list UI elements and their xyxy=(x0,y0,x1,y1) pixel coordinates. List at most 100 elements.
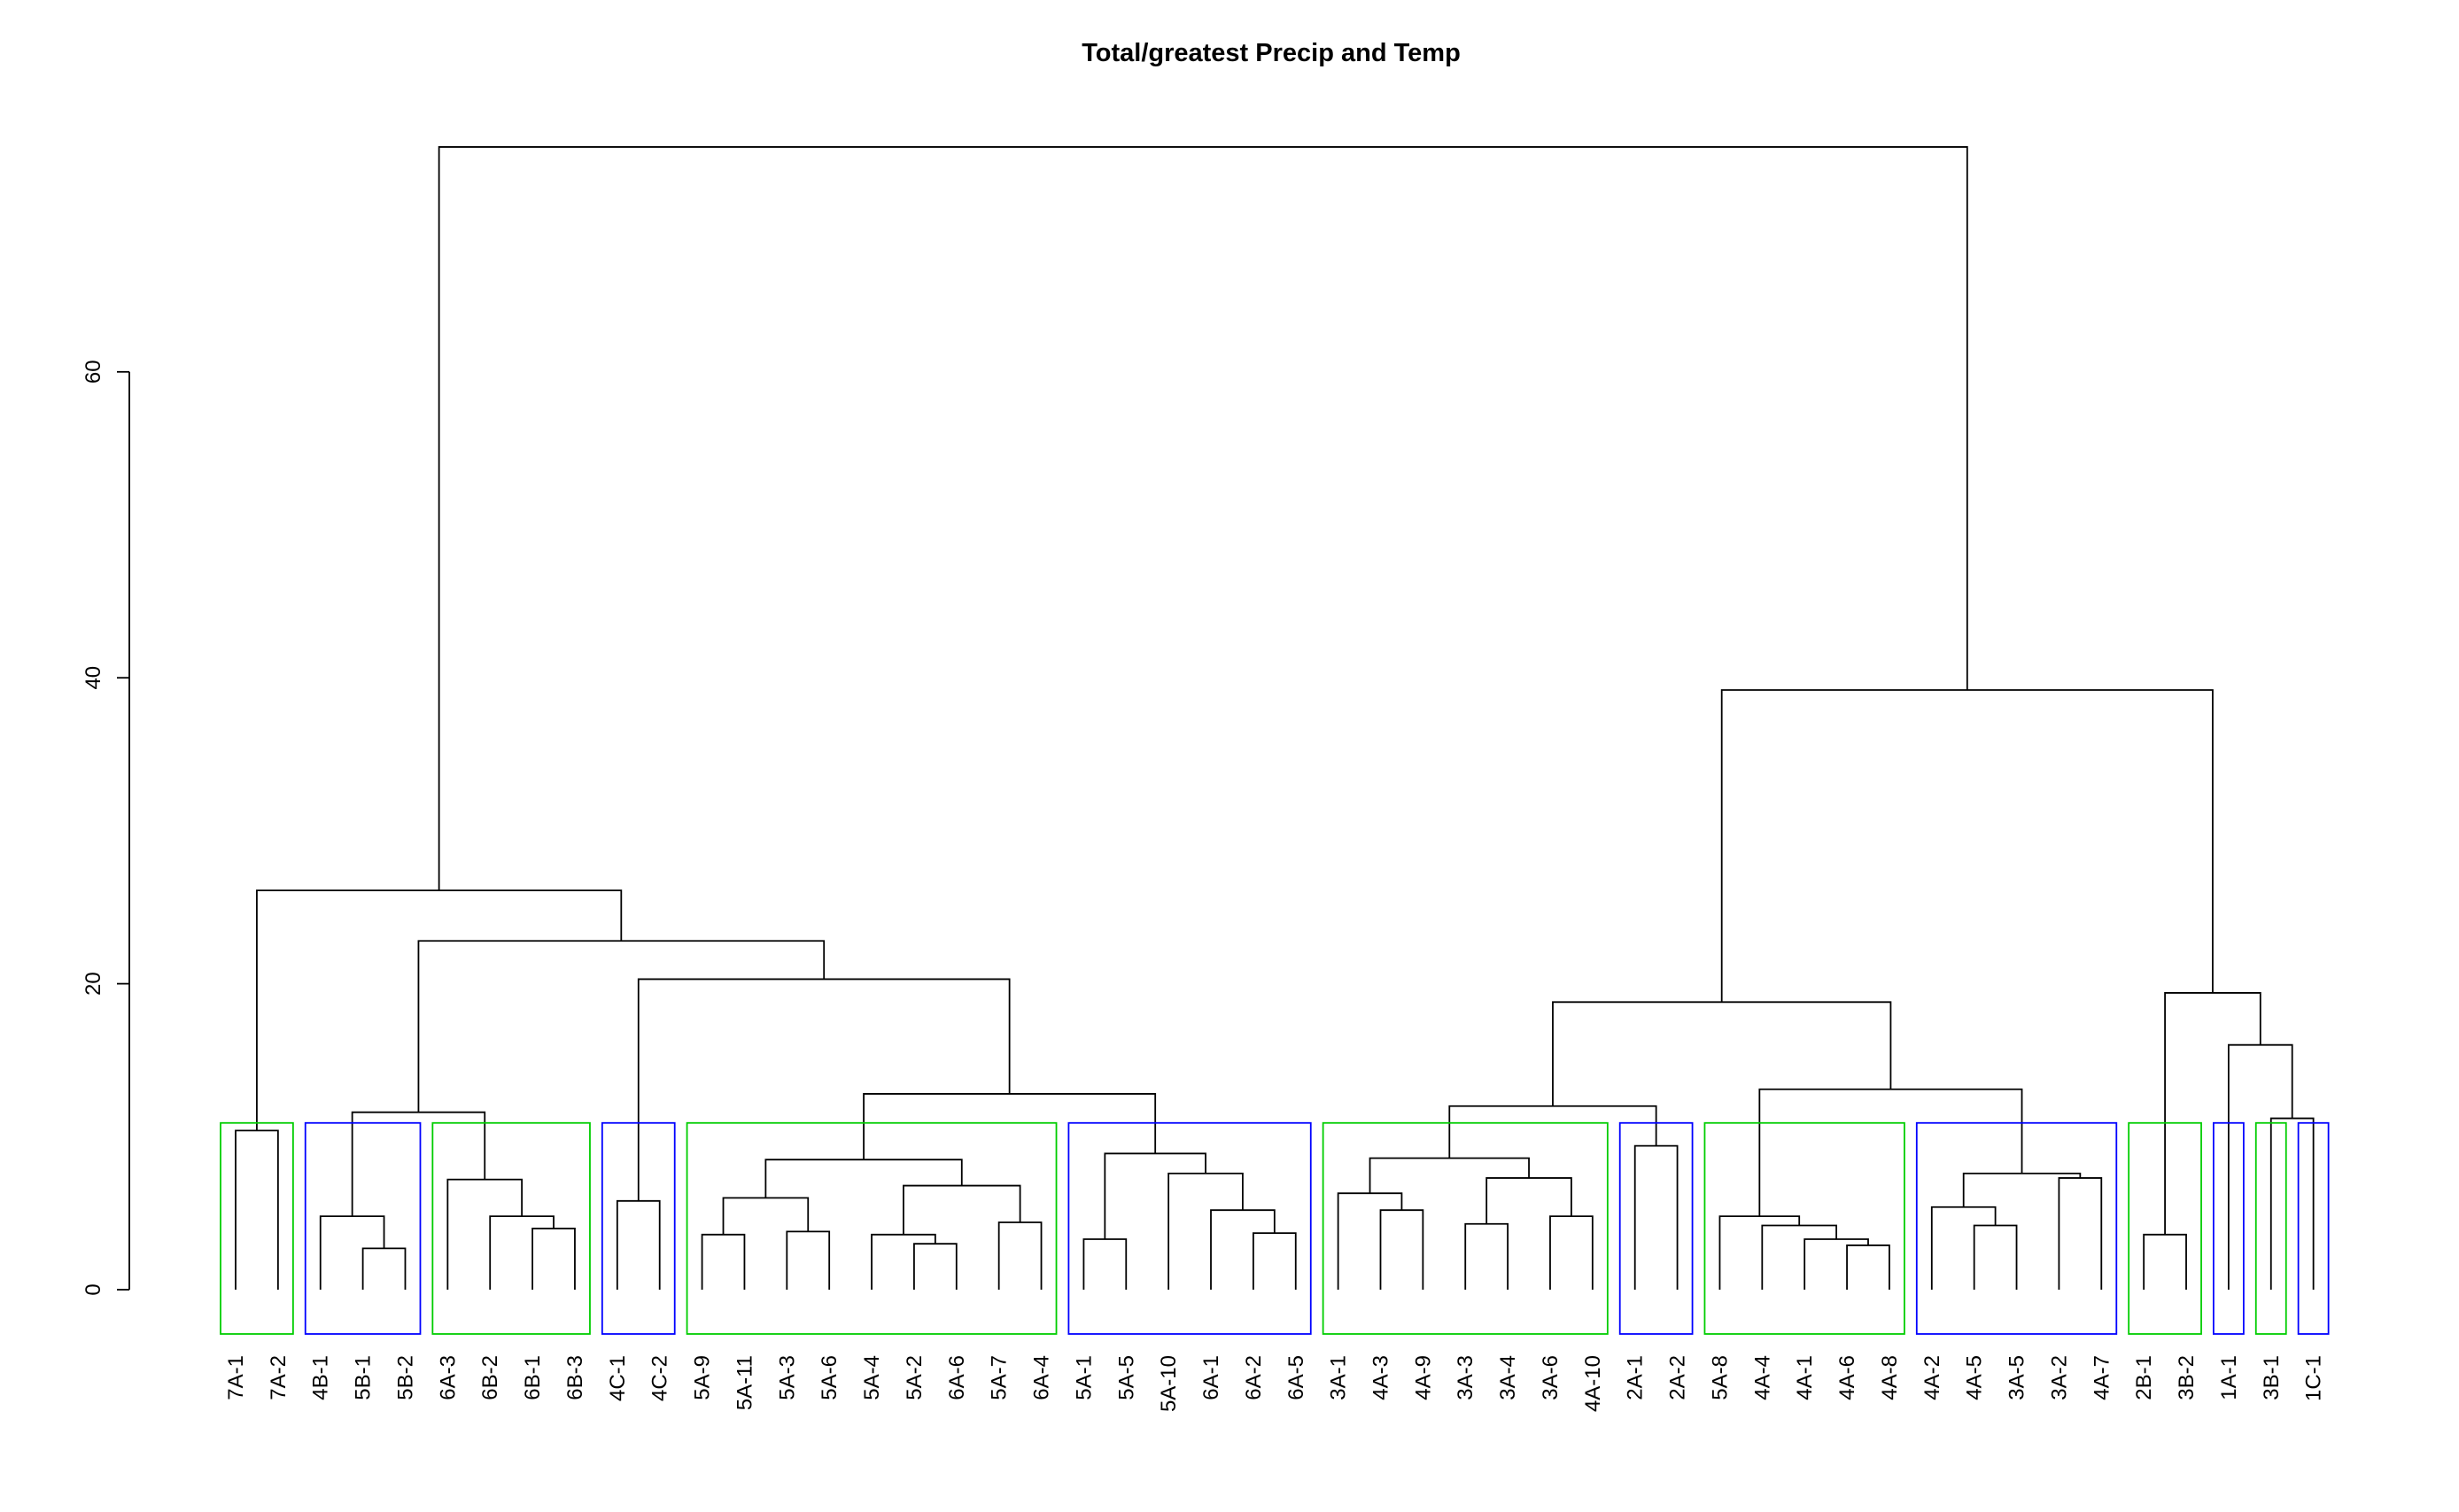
merge-link xyxy=(616,1199,661,1290)
cluster-box xyxy=(220,1121,294,1335)
leaf-label: 5B-1 xyxy=(352,1355,376,1400)
leaf-label: 4A-9 xyxy=(1411,1355,1435,1400)
leaf-label: 5A-10 xyxy=(1157,1355,1181,1412)
leaf-label: 3B-2 xyxy=(2175,1355,2199,1400)
merge-link xyxy=(1962,1172,2082,1207)
leaf-label: 5A-8 xyxy=(1708,1355,1732,1400)
cluster-box xyxy=(1618,1121,1694,1335)
merge-link xyxy=(531,1228,576,1290)
merge-link xyxy=(913,1243,958,1290)
leaf-label: 5A-4 xyxy=(860,1355,884,1400)
merge-link xyxy=(1718,1215,1801,1290)
leaf-label: 4A-2 xyxy=(1920,1355,1944,1400)
y-tick-label: 40 xyxy=(81,666,105,690)
merge-link xyxy=(1761,1224,1837,1290)
merge-link xyxy=(863,1093,1157,1160)
merge-link xyxy=(1549,1215,1594,1290)
cluster-box xyxy=(2297,1121,2330,1335)
cluster-box xyxy=(1915,1121,2118,1335)
merge-link xyxy=(1758,1088,2023,1217)
leaf-label: 4B-1 xyxy=(309,1355,333,1400)
leaf-label: 4A-8 xyxy=(1878,1355,1902,1400)
leaf-label: 5A-7 xyxy=(988,1355,1012,1400)
leaf-label: 6A-6 xyxy=(945,1355,969,1400)
merge-link xyxy=(1552,1001,1892,1106)
merge-link xyxy=(489,1215,555,1290)
merge-link xyxy=(1720,689,2214,1003)
y-tick-label: 20 xyxy=(81,972,105,996)
leaf-label: 4C-1 xyxy=(606,1355,630,1401)
merge-link xyxy=(2143,1233,2187,1290)
leaf-label: 4A-4 xyxy=(1750,1355,1774,1400)
leaf-label: 5A-9 xyxy=(691,1355,715,1400)
merge-link xyxy=(361,1247,407,1290)
leaf-label: 6B-3 xyxy=(563,1355,587,1400)
merge-link xyxy=(1464,1222,1509,1290)
merge-link xyxy=(2058,1177,2103,1290)
merge-link xyxy=(1633,1144,1679,1290)
merge-link xyxy=(1167,1172,1244,1290)
leaf-label: 5A-6 xyxy=(818,1355,842,1400)
leaf-label: 7A-1 xyxy=(224,1355,248,1400)
leaf-label: 2A-2 xyxy=(1666,1355,1690,1400)
leaf-label: 5B-2 xyxy=(393,1355,417,1400)
merge-link xyxy=(1485,1177,1572,1224)
leaf-label: 5A-3 xyxy=(775,1355,799,1400)
merge-link xyxy=(1846,1244,1890,1290)
cluster-box xyxy=(1322,1121,1609,1335)
merge-link xyxy=(1804,1238,1869,1290)
merge-link xyxy=(2164,992,2261,1235)
cluster-box xyxy=(686,1121,1058,1335)
cluster-box xyxy=(1067,1121,1312,1335)
leaf-label: 6A-2 xyxy=(1242,1355,1266,1400)
merge-link xyxy=(871,1233,936,1290)
leaf-label: 3A-3 xyxy=(1454,1355,1478,1400)
merge-link xyxy=(1369,1157,1530,1194)
merge-link xyxy=(351,1111,486,1217)
merge-link xyxy=(446,1178,524,1290)
leaf-label: 7A-2 xyxy=(267,1355,291,1400)
leaf-label: 6A-5 xyxy=(1284,1355,1308,1400)
merge-link xyxy=(1337,1192,1403,1290)
merge-link xyxy=(256,889,623,1131)
cluster-box xyxy=(1703,1121,1905,1335)
merge-link xyxy=(319,1215,385,1290)
cluster-box xyxy=(601,1121,676,1335)
merge-link xyxy=(2227,1043,2293,1290)
leaf-labels: 7A-1 7A-2 4B-1 5B-1 5B-2 6A-3 6B-2 6B-1 6B-3 4C-1… xyxy=(224,1355,2326,1412)
merge-link xyxy=(1252,1232,1297,1290)
y-tick-label: 0 xyxy=(81,1283,105,1295)
leaf-label: 1C-1 xyxy=(2302,1355,2326,1401)
leaf-label: 3A-2 xyxy=(2047,1355,2071,1400)
leaf-label: 3A-6 xyxy=(1539,1355,1563,1400)
merge-link xyxy=(1973,1224,2018,1290)
leaf-label: 4A-1 xyxy=(1793,1355,1817,1400)
cluster-box xyxy=(2128,1121,2202,1335)
leaf-label: 6B-1 xyxy=(521,1355,545,1400)
leaf-label: 6A-3 xyxy=(436,1355,460,1400)
leaf-label: 6A-4 xyxy=(1030,1355,1054,1400)
cluster-box xyxy=(2254,1121,2287,1335)
leaf-label: 4A-7 xyxy=(2090,1355,2114,1400)
chart-title: Total/greatest Precip and Temp xyxy=(1082,39,1461,67)
merge-link xyxy=(1930,1206,1997,1290)
leaf-label: 3B-1 xyxy=(2260,1355,2284,1400)
leaf-label: 4C-2 xyxy=(648,1355,672,1401)
cluster-box xyxy=(304,1121,422,1335)
leaf-label: 4A-3 xyxy=(1369,1355,1392,1400)
leaf-label: 6A-1 xyxy=(1199,1355,1223,1400)
merge-link xyxy=(438,146,1968,891)
cluster-box xyxy=(431,1121,591,1335)
merge-link xyxy=(764,1159,963,1198)
leaf-label: 3A-1 xyxy=(1327,1355,1351,1400)
dendrogram-links xyxy=(235,146,2315,1290)
leaf-label: 4A-6 xyxy=(1835,1355,1859,1400)
leaf-label: 5A-1 xyxy=(1072,1355,1096,1400)
cluster-boxes xyxy=(220,1121,2330,1335)
merge-link xyxy=(903,1184,1021,1235)
leaf-label: 6B-2 xyxy=(478,1355,502,1400)
merge-link xyxy=(997,1221,1043,1290)
merge-link xyxy=(1448,1105,1657,1159)
merge-link xyxy=(417,940,826,1113)
